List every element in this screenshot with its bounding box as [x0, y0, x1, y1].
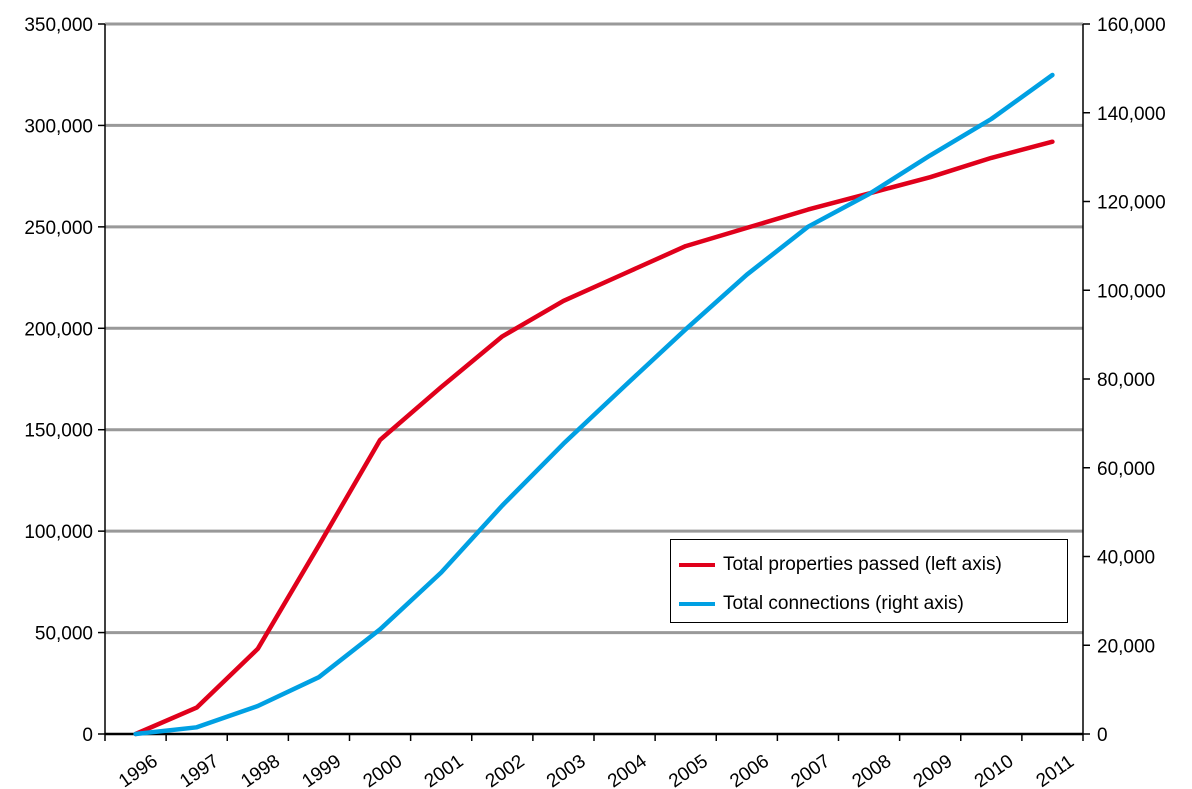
left-tick-label: 300,000 — [24, 116, 93, 137]
x-tick-label: 2011 — [1033, 751, 1079, 789]
right-axis-ticks: 0 20,000 40,000 60,000 80,000 100,000 120,000 1… — [1083, 15, 1166, 746]
legend-swatch-properties — [679, 563, 715, 567]
right-tick-label: 100,000 — [1097, 281, 1166, 302]
left-tick-label: 200,000 — [24, 319, 93, 340]
x-tick-label: 2004 — [604, 751, 651, 789]
legend-item-properties: Total properties passed (left axis) — [679, 550, 1002, 580]
x-axis-ticks: 1996 1997 1998 1999 2000 2001 2002 2003 2004 2005… — [104, 734, 1084, 789]
series-line-connections — [133, 72, 1055, 737]
x-tick-label: 2008 — [849, 751, 896, 789]
x-tick-label: 2000 — [360, 751, 407, 789]
right-tick-label: 20,000 — [1097, 636, 1155, 657]
legend-item-connections: Total connections (right axis) — [679, 589, 964, 619]
gridlines — [105, 22, 1083, 635]
x-tick-label: 2007 — [787, 751, 834, 789]
x-tick-label: 1996 — [115, 751, 162, 789]
legend: Total properties passed (left axis) Tota… — [670, 539, 1068, 623]
axes — [104, 24, 1084, 736]
x-tick-label: 2002 — [482, 751, 529, 789]
legend-label-connections: Total connections (right axis) — [723, 593, 964, 614]
right-tick-label: 120,000 — [1097, 193, 1166, 214]
x-tick-label: 2005 — [665, 751, 712, 789]
x-tick-label: 2006 — [726, 751, 773, 789]
right-tick-label: 60,000 — [1097, 459, 1155, 480]
left-tick-label: 50,000 — [35, 624, 93, 645]
series-lines — [133, 72, 1055, 737]
left-axis-ticks: 0 50,000 100,000 150,000 200,000 250,000 300,0… — [24, 15, 105, 746]
right-tick-label: 40,000 — [1097, 548, 1155, 569]
x-tick-label: 2009 — [910, 751, 957, 789]
x-tick-label: 2010 — [971, 751, 1018, 789]
series-line-properties — [133, 139, 1055, 737]
x-tick-label: 1997 — [176, 751, 223, 789]
right-tick-label: 140,000 — [1097, 104, 1166, 125]
left-tick-label: 250,000 — [24, 218, 93, 239]
left-tick-label: 0 — [82, 725, 93, 746]
left-tick-label: 350,000 — [24, 15, 93, 36]
left-tick-label: 100,000 — [24, 522, 93, 543]
x-tick-label: 2003 — [543, 751, 590, 789]
x-tick-label: 2001 — [421, 751, 468, 789]
legend-swatch-connections — [679, 602, 715, 606]
right-tick-label: 80,000 — [1097, 370, 1155, 391]
left-tick-label: 150,000 — [24, 421, 93, 442]
x-tick-label: 1998 — [237, 751, 284, 789]
x-tick-label: 1999 — [298, 751, 345, 789]
legend-label-properties: Total properties passed (left axis) — [723, 554, 1002, 575]
right-tick-label: 0 — [1097, 725, 1108, 746]
right-tick-label: 160,000 — [1097, 15, 1166, 36]
